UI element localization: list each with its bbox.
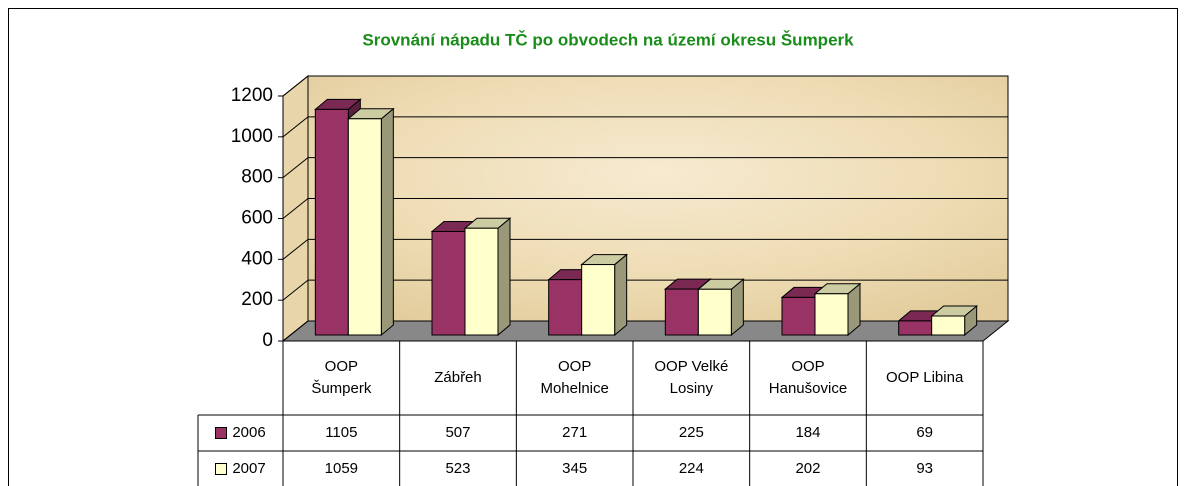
legend-key <box>215 427 228 439</box>
table-value-text: 523 <box>445 460 471 477</box>
table-value: 523 <box>400 451 517 486</box>
legend-label-text: 2007 <box>232 460 266 477</box>
category-label-text: OOP Libina <box>886 369 964 386</box>
grid-line <box>282 116 309 138</box>
legend-label-text: 2006 <box>232 424 266 441</box>
bar-side <box>614 253 628 337</box>
bar <box>931 315 966 336</box>
table-value-text: 1059 <box>324 460 359 477</box>
legend-label: 2006 <box>198 415 283 451</box>
y-tick-label: 400 <box>241 248 273 269</box>
bar <box>548 279 583 336</box>
legend-label: 2007 <box>198 451 283 486</box>
bar <box>781 296 816 336</box>
table-value-text: 271 <box>562 424 588 441</box>
table-value-text: 225 <box>678 424 704 441</box>
category-label-text: OOP Velké Losiny <box>654 358 729 397</box>
bar <box>814 293 849 336</box>
category-label-text: OOP Mohelnice <box>540 358 609 397</box>
category-label: Zábřeh <box>400 341 517 415</box>
bar <box>581 264 616 336</box>
category-label: OOP Libina <box>866 341 983 415</box>
grid-line <box>282 198 309 219</box>
table-value: 93 <box>866 451 983 486</box>
category-label-text: Zábřeh <box>434 369 482 386</box>
category-label-text: OOP Hanušovice <box>768 358 848 397</box>
bar-side <box>497 217 511 337</box>
bar <box>314 108 349 336</box>
table-value: 345 <box>516 451 633 486</box>
table-value-text: 224 <box>678 460 704 477</box>
table-value: 1059 <box>283 451 400 486</box>
table-value-text: 93 <box>916 460 933 477</box>
bar <box>664 288 699 336</box>
y-tick-label: 1200 <box>231 85 273 106</box>
table-value-text: 184 <box>795 424 821 441</box>
table-value-text: 202 <box>795 460 821 477</box>
table-value-text: 507 <box>445 424 471 441</box>
table-value: 69 <box>866 415 983 451</box>
category-label: OOP Mohelnice <box>516 341 633 415</box>
category-label: OOP Hanušovice <box>750 341 867 415</box>
table-value: 202 <box>750 451 867 486</box>
table-value-text: 1105 <box>325 424 358 441</box>
table-value: 1105 <box>283 415 400 451</box>
bar <box>347 118 382 336</box>
y-tick-label: 200 <box>241 289 273 310</box>
table-value-text: 69 <box>916 424 933 441</box>
y-tick-label: 0 <box>262 330 273 351</box>
table-value: 184 <box>750 415 867 451</box>
table-value: 224 <box>633 451 750 486</box>
bar-side <box>380 107 394 337</box>
y-tick-label: 1000 <box>231 126 273 147</box>
table-value: 271 <box>516 415 633 451</box>
y-tick-label: 800 <box>241 167 273 188</box>
y-tick-label: 600 <box>241 208 273 229</box>
bar <box>464 227 499 336</box>
grid-line <box>282 75 309 97</box>
grid-line <box>282 157 309 179</box>
table-value: 507 <box>400 415 517 451</box>
chart-title: Srovnání nápadu TČ po obvodech na území … <box>362 30 854 49</box>
legend-key <box>215 463 228 475</box>
category-label-text: OOP Šumperk <box>311 358 372 397</box>
bar <box>898 320 933 336</box>
grid-line <box>282 320 309 342</box>
category-label: OOP Šumperk <box>283 341 400 415</box>
table-value-text: 345 <box>562 460 588 477</box>
grid-line <box>282 279 309 301</box>
bar <box>697 288 732 336</box>
table-value: 225 <box>633 415 750 451</box>
bar <box>431 230 466 336</box>
grid-line <box>282 238 309 260</box>
category-label: OOP Velké Losiny <box>633 341 750 415</box>
